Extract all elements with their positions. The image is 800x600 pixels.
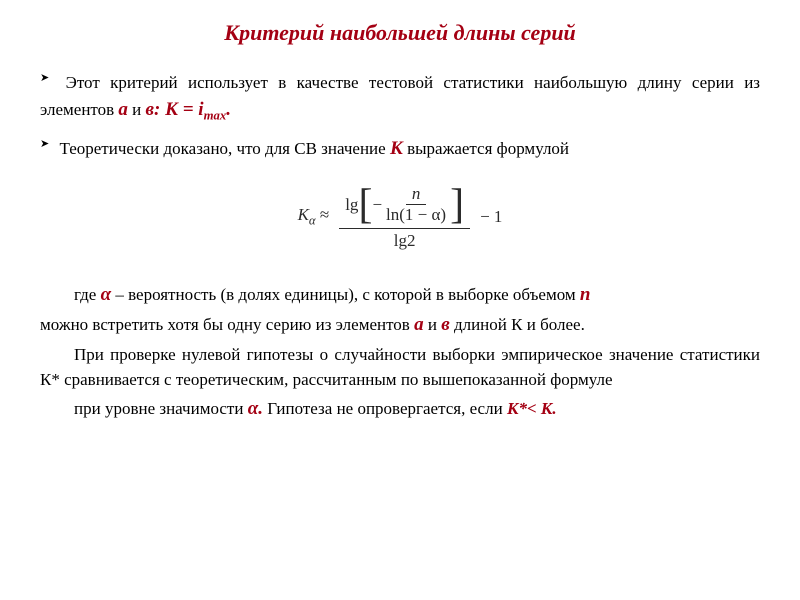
text-run: и — [424, 315, 442, 334]
paragraph: где α – вероятность (в долях единицы), с… — [40, 281, 760, 310]
bracket-left-icon: [ — [358, 184, 372, 226]
formula-minus: − — [372, 195, 382, 215]
formula-subscript: mах — [204, 108, 227, 122]
page-title: Критерий наибольшей длины серий — [40, 20, 760, 46]
paragraph: при уровне значимости α. Гипотеза не опр… — [40, 395, 760, 424]
bullet-marker-icon: ➤ — [40, 70, 49, 87]
variable-alpha: α. — [248, 398, 263, 419]
bullet-marker-icon: ➤ — [40, 136, 49, 153]
variable-a: а — [118, 99, 128, 120]
variable-b: в: — [146, 99, 161, 120]
text-run: где — [74, 285, 101, 304]
bullet-item: ➤ Этот критерий использует в качестве те… — [40, 70, 760, 125]
formula-n: n — [406, 184, 427, 205]
variable-alpha: α — [101, 284, 112, 305]
formula-arg: (1 − α) — [399, 205, 446, 224]
formula-symbol: K — [298, 205, 309, 224]
text-run: длиной К и более. — [450, 315, 585, 334]
formula-lg: lg — [345, 195, 358, 215]
bracket-right-icon: ] — [450, 184, 464, 226]
text-run: – вероятность (в долях единицы), с котор… — [111, 285, 580, 304]
formula-subscript: α — [309, 214, 316, 228]
formula-approx: ≈ — [316, 205, 330, 224]
formula-dot: . — [226, 99, 231, 120]
variable-b: в — [441, 314, 450, 335]
formula-inner-fraction: n ln(1 − α) — [384, 184, 448, 225]
formula-denominator: lg2 — [388, 229, 422, 253]
text-run: Гипотеза не опровергается, если — [263, 399, 507, 418]
paragraph: можно встретить хотя бы одну серию из эл… — [40, 311, 760, 340]
formula-trail: − 1 — [480, 207, 502, 227]
paragraph: При проверке нулевой гипотезы о случайно… — [40, 342, 760, 393]
variable-K: К — [390, 138, 403, 159]
variable-a: а — [414, 314, 424, 335]
text-run: При проверке нулевой гипотезы о случайно… — [40, 345, 760, 390]
formula-inline: К = і — [160, 99, 203, 120]
text-run: при уровне значимости — [74, 399, 248, 418]
formula-block: Kα ≈ lg [ − n ln(1 − α) ] lg2 — [40, 182, 760, 253]
text-run: можно встретить хотя бы одну серию из эл… — [40, 315, 414, 334]
bullet-item: ➤ Теоретически доказано, что для СВ знач… — [40, 135, 760, 164]
bullet-text: выражается формулой — [403, 139, 569, 158]
variable-n: п — [580, 284, 591, 305]
formula-fraction: lg [ − n ln(1 − α) ] lg2 — [335, 182, 474, 253]
formula-ln: ln — [386, 205, 399, 224]
bullet-text: Теоретически доказано, что для СВ значен… — [59, 139, 389, 158]
condition: К*< К. — [507, 399, 557, 418]
formula-lhs: Kα ≈ — [298, 205, 330, 228]
bullet-text: и — [128, 100, 146, 119]
